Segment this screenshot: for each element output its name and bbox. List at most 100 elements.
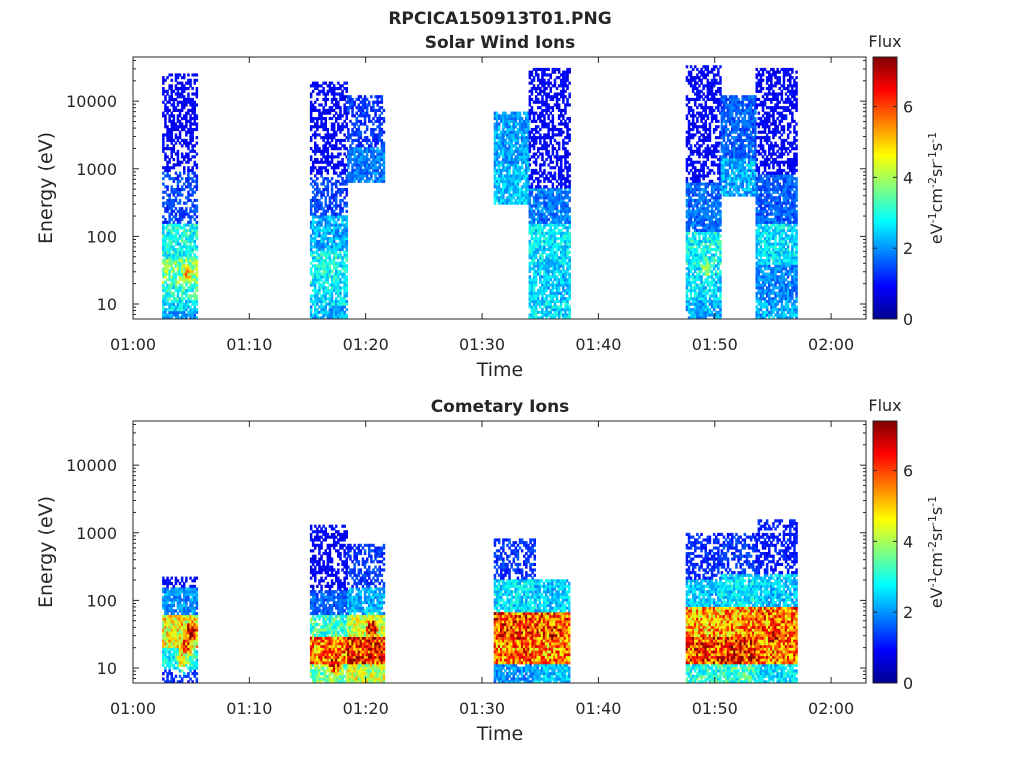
heatmap-cell [178, 163, 182, 167]
heatmap-cell [318, 149, 321, 153]
heatmap-cell [311, 256, 315, 260]
heatmap-cell [187, 272, 190, 276]
heatmap-cell [170, 201, 173, 205]
heatmap-cell [541, 209, 544, 213]
heatmap-cell [187, 256, 190, 260]
heatmap-cell [337, 280, 340, 284]
heatmap-cell [493, 138, 497, 142]
heatmap-cell [320, 119, 323, 123]
heatmap-cell [687, 231, 691, 235]
heatmap-cell [195, 308, 199, 312]
heatmap-cell [174, 87, 178, 91]
heatmap-cell [176, 95, 180, 99]
heatmap-cell [172, 119, 176, 123]
heatmap-cell [698, 201, 701, 205]
heatmap-cell [337, 237, 340, 241]
heatmap-cell [510, 111, 513, 115]
heatmap-cell [353, 147, 356, 151]
heatmap-cell [502, 130, 505, 134]
heatmap-cell [704, 160, 707, 164]
heatmap-cell [372, 103, 375, 107]
heatmap-cell [324, 259, 327, 263]
heatmap-cell [510, 130, 513, 134]
heatmap-cell [166, 278, 169, 282]
heatmap-cell [174, 286, 178, 290]
heatmap-cell [316, 269, 319, 273]
heatmap-cell [378, 108, 381, 112]
heatmap-cell [318, 245, 321, 249]
heatmap-cell [365, 152, 369, 156]
heatmap-cell [309, 212, 313, 216]
heatmap-cell [347, 177, 350, 181]
heatmap-cell [162, 250, 165, 254]
heatmap-cell [339, 269, 342, 273]
heatmap-cell [330, 237, 334, 241]
heatmap-cell [337, 163, 340, 167]
heatmap-cell [164, 168, 167, 172]
heatmap-cell [497, 163, 501, 167]
heatmap-cell [170, 286, 173, 290]
heatmap-cell [322, 297, 325, 301]
heatmap-cell [168, 207, 171, 211]
heatmap-cell [316, 302, 319, 306]
heatmap-cell [318, 108, 321, 112]
heatmap-cell [339, 201, 342, 205]
heatmap-cell [178, 92, 182, 96]
heatmap-cell [689, 294, 693, 298]
heatmap-cell [318, 125, 321, 129]
heatmap-cell [332, 155, 336, 159]
heatmap-cell [193, 228, 196, 232]
heatmap-cell [193, 234, 196, 238]
heatmap-cell [162, 316, 165, 320]
heatmap-cell [502, 138, 505, 142]
heatmap-cell [166, 248, 169, 252]
heatmap-cell [193, 103, 196, 107]
heatmap-cell [532, 144, 536, 148]
heatmap-cell [560, 128, 563, 132]
heatmap-cell [495, 117, 499, 121]
heatmap-cell [195, 117, 199, 121]
heatmap-cell [168, 97, 171, 101]
heatmap-cell [172, 248, 176, 252]
heatmap-cell [335, 267, 338, 271]
heatmap-cell [193, 253, 196, 257]
heatmap-cell [365, 158, 369, 162]
heatmap-cell [162, 253, 165, 257]
heatmap-cell [328, 117, 332, 121]
heatmap-cell [339, 297, 342, 301]
heatmap-cell [562, 168, 565, 172]
heatmap-cell [493, 149, 497, 153]
heatmap-cell [162, 133, 165, 137]
heatmap-cell [311, 223, 315, 227]
heatmap-cell [195, 177, 199, 181]
heatmap-cell [162, 220, 165, 224]
heatmap-cell [328, 299, 332, 303]
heatmap-cell [380, 163, 384, 167]
heatmap-cell [343, 196, 346, 200]
heatmap-cell [345, 299, 348, 303]
heatmap-cell [193, 299, 196, 303]
heatmap-cell [545, 147, 548, 151]
heatmap-cell [345, 278, 348, 282]
heatmap-cell [183, 87, 186, 91]
heatmap-cell [191, 310, 194, 314]
heatmap-cell [553, 171, 557, 175]
heatmap-cell [343, 168, 346, 172]
heatmap-cell [187, 234, 190, 238]
heatmap-cell [335, 286, 338, 290]
heatmap-cell [193, 204, 196, 208]
heatmap-cell [343, 297, 346, 301]
heatmap-cell [549, 76, 552, 80]
heatmap-cell [162, 289, 165, 293]
heatmap-cell [330, 193, 334, 197]
heatmap-cell [347, 152, 350, 156]
heatmap-cell [339, 234, 342, 238]
heatmap-cell [176, 160, 180, 164]
heatmap-cell [324, 97, 327, 101]
heatmap-cell [562, 87, 565, 91]
heatmap-cell [180, 122, 184, 126]
heatmap-cell [374, 119, 377, 123]
heatmap-cell [316, 144, 319, 148]
heatmap-cell [324, 280, 327, 284]
heatmap-cell [316, 125, 319, 129]
